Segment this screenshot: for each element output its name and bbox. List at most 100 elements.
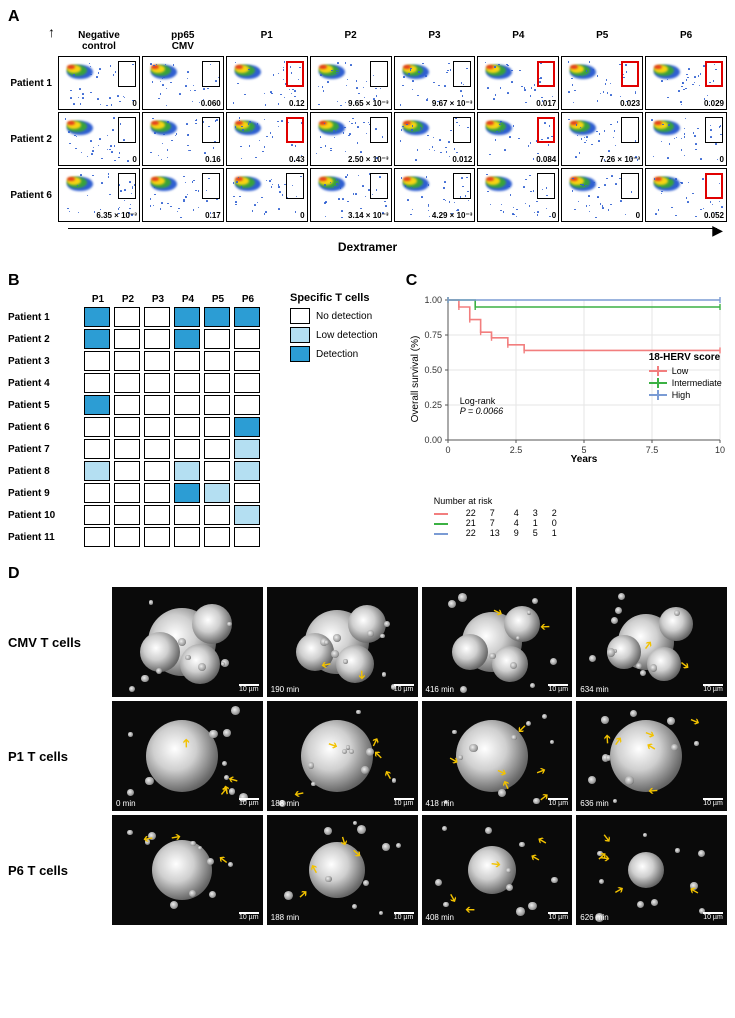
svg-text:0.50: 0.50: [424, 365, 442, 375]
svg-text:0.25: 0.25: [424, 400, 442, 410]
arrow-icon: ➔: [599, 829, 616, 846]
arrow-icon: ➔: [540, 620, 551, 634]
legend-row: Low detection: [290, 327, 378, 343]
facs-value: 4.29 × 10⁻³: [432, 211, 472, 220]
risk-value: 3: [533, 508, 552, 518]
facs-value: 0: [132, 99, 136, 108]
arrow-icon: ➔: [170, 830, 182, 846]
microscopy-frame: 10 µm: [112, 587, 263, 697]
facs-col-header: P2: [310, 30, 392, 54]
detection-cell: [114, 417, 140, 437]
facs-gate: [118, 173, 136, 199]
km-legend-line: [649, 367, 667, 375]
facs-plot: 0: [226, 168, 308, 222]
facs-gate: [202, 117, 220, 143]
risk-header: Number at risk: [434, 496, 727, 506]
b-col-header: P2: [114, 294, 142, 305]
microscopy-frame: ➔➔➔➔➔408 min10 µm: [422, 815, 573, 925]
arrow-icon: ➔: [179, 738, 193, 748]
detection-cell: [84, 417, 110, 437]
facs-value: 0.17: [205, 211, 221, 220]
arrow-icon: ➔: [599, 850, 611, 865]
detection-cell: [144, 417, 170, 437]
b-row-label: Patient 7: [8, 439, 82, 459]
arrow-icon: ➔: [319, 657, 332, 673]
facs-col-header: P4: [477, 30, 559, 54]
facs-gate: [453, 173, 471, 199]
detection-cell: [234, 483, 260, 503]
svg-text:0: 0: [445, 445, 450, 455]
b-row-label: Patient 2: [8, 329, 82, 349]
arrow-icon: ➔: [295, 885, 312, 902]
facs-plot: 9.67 × 10⁻³: [394, 56, 476, 110]
detection-cell: [84, 373, 110, 393]
detection-cell: [204, 505, 230, 525]
panel-a: A ↑ Negativecontrolpp65CMVP1P2P3P4P5P6Pa…: [8, 8, 727, 254]
b-row-label: Patient 10: [8, 505, 82, 525]
detection-cell: [144, 373, 170, 393]
scale-bar: 10 µm: [394, 684, 414, 693]
scale-bar: 10 µm: [703, 684, 723, 693]
detection-cell: [84, 439, 110, 459]
facs-value: 0.16: [205, 155, 221, 164]
detection-cell: [144, 483, 170, 503]
x-arrow-line: ▶: [8, 222, 727, 236]
detection-cell: [234, 439, 260, 459]
facs-gate: [370, 173, 388, 199]
legend-b-title: Specific T cells: [290, 292, 378, 304]
time-label: 636 min: [580, 799, 608, 808]
detection-cell: [114, 461, 140, 481]
km-legend-line: [649, 379, 667, 387]
risk-value: 4: [514, 518, 533, 528]
x-arrow-head: ▶: [712, 222, 723, 239]
facs-value: 0: [720, 155, 724, 164]
time-label: 416 min: [426, 685, 454, 694]
b-row-label: Patient 1: [8, 307, 82, 327]
facs-plot: 0.017: [477, 56, 559, 110]
facs-gate: [705, 173, 723, 199]
detection-cell: [174, 527, 200, 547]
risk-value: 1: [552, 528, 571, 538]
facs-gate: [537, 173, 555, 199]
legend-label: Detection: [316, 349, 358, 360]
b-col-header: P4: [174, 294, 202, 305]
arrow-icon: ➔: [611, 881, 627, 898]
b-col-header: P6: [234, 294, 262, 305]
facs-plot: 0.17: [142, 168, 224, 222]
detection-cell: [204, 417, 230, 437]
detection-cell: [174, 417, 200, 437]
facs-value: 0.12: [289, 99, 305, 108]
risk-row: 217410: [434, 518, 571, 528]
detection-cell: [204, 395, 230, 415]
detection-cell: [84, 395, 110, 415]
risk-value: 0: [552, 518, 571, 528]
b-col-header: P1: [84, 294, 112, 305]
facs-value: 0.023: [620, 99, 640, 108]
b-row-label: Patient 5: [8, 395, 82, 415]
time-label: 188 min: [271, 799, 299, 808]
facs-value: 9.65 × 10⁻³: [348, 99, 388, 108]
facs-value: 0: [300, 211, 304, 220]
risk-value: 5: [533, 528, 552, 538]
facs-plot: 0: [477, 168, 559, 222]
detection-cell: [114, 373, 140, 393]
microscopy-row-label: P6 T cells: [8, 815, 108, 925]
facs-plot: 6.35 × 10⁻³: [58, 168, 140, 222]
km-legend-label: High: [672, 390, 691, 400]
panel-a-label: A: [8, 8, 727, 26]
km-plot-wrap: 0.000.250.500.751.0002.557.510Overall su…: [406, 294, 726, 494]
facs-value: 0.43: [289, 155, 305, 164]
panel-b-legend: Specific T cells No detectionLow detecti…: [290, 292, 378, 365]
microscopy-frame: ➔➔➔10 µm: [112, 815, 263, 925]
facs-gate: [118, 61, 136, 87]
facs-col-header: P5: [561, 30, 643, 54]
facs-plot: 0.012: [394, 112, 476, 166]
arrow-icon: ➔: [600, 733, 615, 744]
facs-col-header: pp65CMV: [142, 30, 224, 54]
detection-cell: [174, 439, 200, 459]
facs-gate: [453, 117, 471, 143]
detection-cell: [174, 483, 200, 503]
risk-value: 2: [552, 508, 571, 518]
risk-color: [434, 508, 466, 518]
facs-plot: 0.43: [226, 112, 308, 166]
